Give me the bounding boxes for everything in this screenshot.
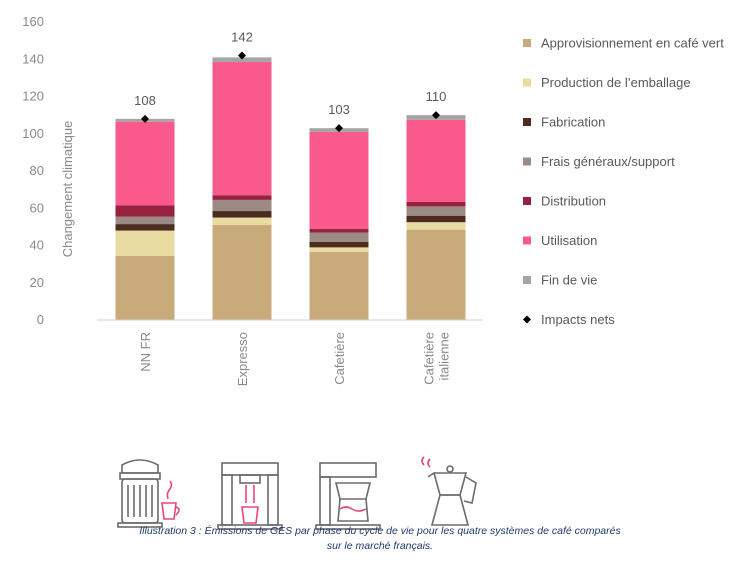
bar-segment <box>212 199 272 212</box>
caption-line-2: sur le marché français. <box>326 540 434 552</box>
bar-segment <box>115 224 175 231</box>
legend-label: Distribution <box>541 194 606 209</box>
moka-pot-icon <box>421 456 477 526</box>
bar-segment <box>212 225 272 320</box>
y-tick-label: 140 <box>22 51 44 66</box>
capsule-coffee-machine-icon <box>117 459 180 528</box>
figure-caption: Illustration 3 : Émissions de GES par ph… <box>60 524 700 554</box>
y-tick-label: 60 <box>30 200 44 215</box>
legend-swatch <box>523 78 531 87</box>
bar-segment <box>212 195 272 200</box>
bar-segment <box>115 230 175 256</box>
y-tick-label: 80 <box>30 163 44 178</box>
bar-segment <box>406 119 466 202</box>
bar-segment <box>212 217 272 226</box>
legend-label: Fin de vie <box>541 273 597 288</box>
y-axis-title: Changement climatique <box>60 121 75 258</box>
espresso-machine-icon <box>217 462 283 530</box>
legend: Approvisionnement en café vert Production… <box>523 36 724 327</box>
net-impact-marker <box>141 114 149 123</box>
bar-segment <box>406 229 466 320</box>
net-impact-labels: 108 142 103 110 <box>134 30 446 133</box>
y-tick-label: 0 <box>37 312 44 327</box>
category-label: Cafetière italienne <box>422 332 452 385</box>
y-tick-label: 120 <box>22 89 44 104</box>
net-impact-label: 108 <box>134 93 156 108</box>
bar-segment <box>309 228 369 233</box>
category-label: Expresso <box>235 332 250 386</box>
y-axis: 0 20 40 60 80 100 120 140 160 <box>22 14 44 327</box>
category-label-line: Expresso <box>235 332 250 386</box>
bar-segment <box>406 206 466 216</box>
legend-swatch <box>523 236 531 245</box>
net-impact-label: 142 <box>231 30 253 45</box>
net-impact-marker <box>432 111 440 120</box>
bar-segment <box>212 57 272 63</box>
legend-swatch <box>523 276 531 284</box>
legend-label: Approvisionnement en café vert <box>541 36 724 51</box>
bar-segment <box>212 62 272 196</box>
legend-swatch <box>523 157 531 166</box>
legend-marker <box>523 315 531 324</box>
caption-line-1: Illustration 3 : Émissions de GES par ph… <box>139 525 621 537</box>
chart: 0 20 40 60 80 100 120 140 160 Changement climati… <box>22 14 724 386</box>
bar-segment <box>406 222 466 230</box>
bar-segment <box>309 241 369 248</box>
bar-segment <box>406 201 466 207</box>
legend-label: Utilisation <box>541 233 597 248</box>
legend-swatch <box>523 197 531 205</box>
legend-label: Frais généraux/support <box>541 154 675 169</box>
y-tick-label: 20 <box>30 275 44 290</box>
legend-label: Fabrication <box>541 115 605 130</box>
bar-segment <box>115 121 175 206</box>
bar-segment <box>406 215 466 223</box>
bar-segment <box>115 205 175 217</box>
y-tick-label: 160 <box>22 14 44 29</box>
net-impact-marker <box>335 124 343 133</box>
category-labels: NN FR Expresso Cafetière Cafetière italienne <box>138 332 452 386</box>
y-tick-label: 40 <box>30 238 44 253</box>
bar-segment <box>309 232 369 242</box>
net-impact-label: 110 <box>426 89 447 104</box>
category-label: Cafetière <box>332 332 347 385</box>
category-label-line: Cafetière <box>332 332 347 385</box>
legend-label: Production de l’emballage <box>541 75 691 90</box>
bar-segment <box>309 247 369 253</box>
legend-swatch <box>523 118 531 126</box>
net-impact-label: 103 <box>328 102 350 117</box>
bar-segment <box>212 211 272 218</box>
category-label-line: Cafetière <box>422 332 437 385</box>
y-tick-label: 100 <box>22 126 44 141</box>
coffee-systems-icons <box>117 456 477 530</box>
bar-segment <box>115 216 175 225</box>
legend-swatch <box>523 39 531 47</box>
bars <box>115 57 466 320</box>
bar-segment <box>309 131 369 229</box>
legend-label: Impacts nets <box>541 312 615 327</box>
category-label-line: italienne <box>437 332 452 380</box>
net-impact-marker <box>238 51 246 60</box>
category-label: NN FR <box>138 332 153 372</box>
bar-segment <box>309 252 369 320</box>
category-label-line: NN FR <box>138 332 153 372</box>
bar-segment <box>115 255 175 320</box>
filter-coffee-maker-icon <box>315 462 381 530</box>
